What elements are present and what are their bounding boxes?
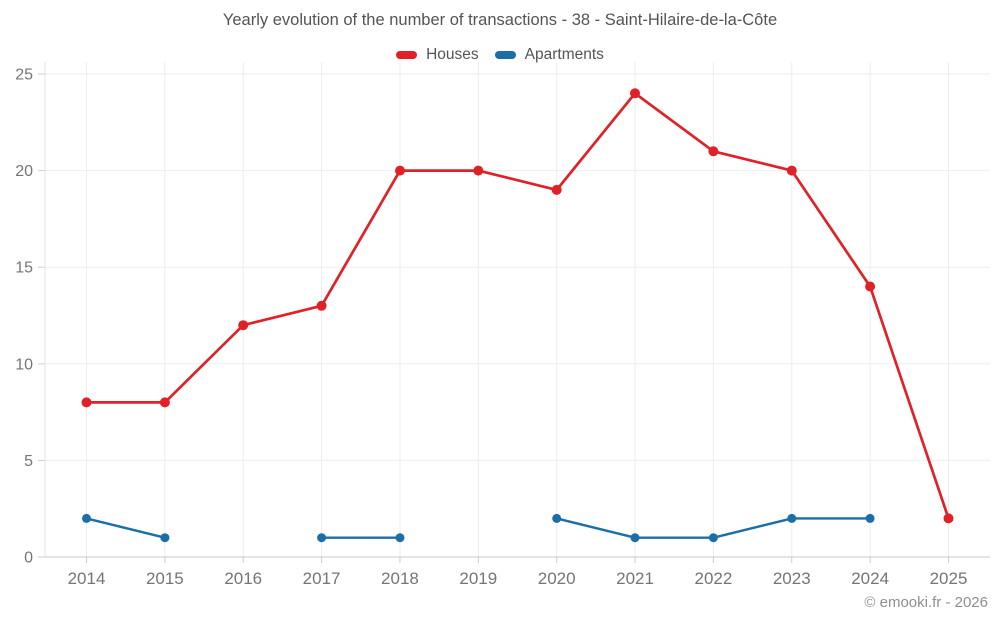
x-tick-label: 2022	[694, 569, 732, 588]
apartments-legend-label: Apartments	[524, 46, 604, 63]
chart-legend: Houses Apartments	[0, 46, 1000, 64]
data-point-houses-2019[interactable]	[473, 165, 484, 176]
y-tick-label: 20	[15, 163, 33, 180]
x-tick-label: 2017	[303, 569, 341, 588]
series-line-houses	[85, 91, 950, 520]
data-point-houses-2021[interactable]	[630, 88, 640, 99]
x-tick-label: 2019	[459, 569, 497, 588]
data-point-houses-2014[interactable]	[81, 397, 92, 408]
x-tick-label: 2014	[68, 569, 106, 588]
data-point-houses-2020[interactable]	[551, 184, 562, 195]
data-point-apartments-2020[interactable]	[552, 513, 562, 523]
x-tick-label: 2025	[930, 569, 968, 588]
legend-item-houses[interactable]: Houses	[396, 46, 479, 64]
data-point-apartments-2015[interactable]	[160, 533, 170, 543]
data-point-houses-2023[interactable]	[786, 165, 797, 176]
data-point-apartments-2018[interactable]	[395, 533, 405, 543]
data-point-apartments-2017[interactable]	[317, 533, 327, 543]
x-tick-label: 2016	[224, 569, 262, 588]
x-tick-label: 2018	[381, 569, 419, 588]
data-point-apartments-2014[interactable]	[82, 513, 91, 523]
legend-item-apartments[interactable]: Apartments	[494, 46, 604, 64]
x-tick-label: 2024	[851, 569, 889, 588]
watermark: © emooki.fr - 2026	[864, 594, 988, 611]
data-point-houses-2024[interactable]	[865, 281, 876, 292]
data-point-houses-2015[interactable]	[159, 397, 170, 408]
chart-title: Yearly evolution of the number of transa…	[222, 11, 778, 29]
x-tick-label: 2023	[773, 569, 811, 588]
data-point-apartments-2023[interactable]	[787, 513, 797, 523]
x-tick-label: 2021	[616, 569, 654, 588]
y-tick-label: 10	[15, 356, 33, 373]
y-tick-label: 15	[15, 260, 33, 277]
data-point-houses-2018[interactable]	[395, 165, 405, 176]
data-point-apartments-2021[interactable]	[630, 533, 640, 543]
y-tick-label: 0	[24, 550, 33, 567]
apartments-legend-swatch	[494, 51, 516, 59]
data-point-apartments-2024[interactable]	[865, 513, 875, 523]
x-tick-label: 2015	[146, 569, 184, 588]
data-point-houses-2017[interactable]	[316, 300, 327, 311]
y-tick-label: 5	[24, 453, 33, 470]
data-point-houses-2022[interactable]	[708, 146, 719, 157]
data-point-houses-2016[interactable]	[238, 320, 249, 331]
data-point-houses-2025[interactable]	[943, 513, 954, 524]
houses-legend-swatch	[396, 51, 418, 59]
data-point-apartments-2022[interactable]	[708, 533, 718, 543]
y-tick-label: 25	[15, 67, 33, 84]
houses-legend-label: Houses	[426, 46, 479, 63]
x-tick-label: 2020	[538, 569, 576, 588]
